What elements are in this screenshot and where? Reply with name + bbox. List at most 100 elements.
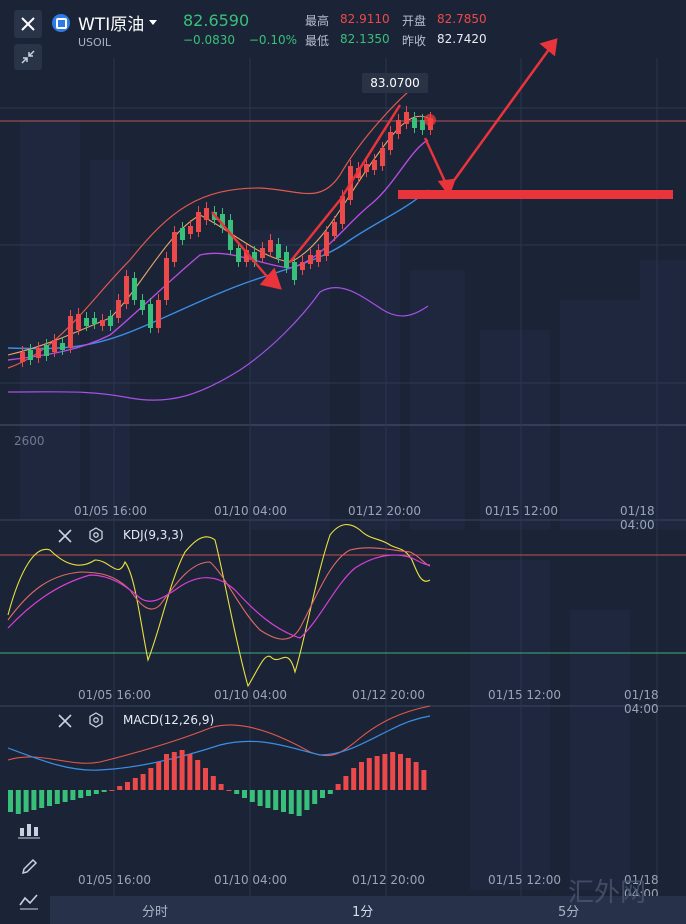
macd-close-button[interactable]	[58, 713, 72, 732]
candle	[20, 352, 25, 362]
macd-bar	[179, 750, 185, 790]
macd-bar	[351, 768, 357, 790]
pencil-icon	[21, 858, 38, 875]
macd-bar	[62, 790, 68, 802]
indicator-icon	[18, 824, 40, 839]
candle	[148, 304, 153, 328]
close-icon	[21, 17, 35, 31]
macd-bar	[140, 774, 146, 790]
macd-bar	[281, 790, 286, 812]
candle	[284, 252, 289, 268]
candle	[324, 232, 329, 256]
macd-bar	[15, 790, 21, 814]
candle	[268, 240, 273, 252]
kdj-title: KDJ(9,3,3)	[123, 528, 184, 542]
x-tick-kdj-3: 01/12 20:00	[352, 688, 425, 702]
candle	[92, 318, 97, 324]
macd-bar	[390, 752, 396, 790]
high-value: 82.9110	[340, 12, 390, 26]
timeframe-bar: 分时 1分 5分	[50, 896, 686, 924]
candle	[100, 320, 105, 326]
collapse-button[interactable]	[14, 44, 42, 70]
macd-bar	[132, 778, 138, 790]
x-tick-main-2: 01/10 04:00	[214, 504, 287, 518]
macd-bar	[101, 790, 107, 792]
candle	[28, 350, 33, 360]
kdj-settings-button[interactable]	[88, 527, 104, 547]
macd-bar	[242, 790, 247, 798]
macd-bar	[288, 790, 294, 814]
candle	[260, 248, 265, 258]
macd-bar	[47, 790, 52, 806]
y-axis-tick: 2600	[14, 434, 45, 448]
macd-bar	[187, 754, 193, 790]
macd-bar	[374, 756, 380, 790]
macd-bar	[156, 762, 162, 790]
candle	[316, 250, 321, 262]
close-icon	[58, 529, 72, 543]
candle	[36, 348, 41, 358]
macd-bar	[257, 790, 263, 806]
candle	[364, 164, 369, 172]
candle	[372, 160, 377, 170]
symbol-name: WTI原油	[78, 15, 145, 35]
candle	[76, 314, 81, 330]
candle	[172, 232, 177, 262]
candle	[84, 318, 89, 326]
caret-down-icon	[149, 19, 158, 25]
macd-settings-button[interactable]	[88, 712, 104, 732]
candle	[196, 212, 201, 232]
close-button[interactable]	[14, 10, 42, 38]
prev-close-label: 昨收	[402, 34, 427, 48]
macd-bar	[54, 790, 60, 804]
macd-bar	[320, 790, 325, 798]
candle	[60, 343, 65, 350]
macd-bar	[327, 790, 333, 794]
macd-bar	[31, 790, 37, 810]
x-tick-main-3: 01/12 20:00	[348, 504, 421, 518]
candle	[244, 250, 249, 262]
x-tick-kdj-1: 01/05 16:00	[78, 688, 151, 702]
candle	[116, 300, 121, 318]
candle	[220, 214, 225, 228]
macd-bar	[70, 790, 76, 800]
candle	[156, 300, 161, 328]
x-tick-kdj-2: 01/10 04:00	[214, 688, 287, 702]
kdj-close-button[interactable]	[58, 528, 72, 547]
macd-bar	[366, 758, 372, 790]
hexagon-settings-icon	[89, 527, 103, 543]
high-label: 最高	[305, 14, 330, 28]
macd-bar	[335, 784, 341, 790]
candle	[276, 244, 281, 258]
open-value: 82.7850	[437, 12, 487, 26]
last-price: 82.6590	[183, 11, 250, 30]
draw-tool-button[interactable]	[14, 852, 44, 882]
collapse-arrows-icon	[21, 50, 35, 64]
candle	[68, 316, 73, 348]
macd-bar	[382, 754, 388, 790]
line-tool-button[interactable]	[14, 886, 44, 916]
symbol-selector[interactable]: WTI原油	[78, 10, 158, 35]
indicator-tool-button[interactable]	[14, 816, 44, 846]
macd-bar	[226, 790, 232, 791]
macd-bar	[86, 790, 91, 796]
macd-bar	[273, 790, 279, 810]
tab-5min[interactable]: 5分	[558, 905, 580, 920]
candle	[52, 340, 57, 352]
watermark-logo: 汇外网	[568, 878, 647, 908]
change-percent: −0.10%	[248, 33, 298, 47]
price-change: −0.0830 −0.10%	[183, 33, 297, 47]
candle	[404, 112, 409, 124]
candle	[388, 132, 393, 150]
macd-bar	[265, 790, 271, 808]
candle	[420, 120, 425, 130]
prev-close-value: 82.7420	[437, 32, 487, 46]
macd-title: MACD(12,26,9)	[123, 713, 215, 727]
x-tick-kdj-5: 01/18 04:00	[624, 688, 659, 716]
tab-1min[interactable]: 1分	[352, 905, 374, 920]
x-tick-macd-1: 01/05 16:00	[78, 873, 151, 887]
candle	[140, 300, 145, 310]
candle	[252, 252, 257, 262]
tab-timeline[interactable]: 分时	[142, 905, 169, 920]
